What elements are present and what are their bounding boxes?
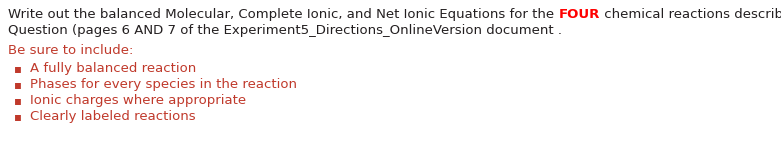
Text: ▪: ▪ [14,78,22,91]
Text: Phases for every species in the reaction: Phases for every species in the reaction [30,78,297,91]
Text: ▪: ▪ [14,110,22,123]
Text: ▪: ▪ [14,94,22,107]
Text: Write out the balanced Molecular, Complete Ionic, and Net Ionic Equations for th: Write out the balanced Molecular, Comple… [8,8,558,21]
Text: ▪: ▪ [14,62,22,75]
Text: Clearly labeled reactions: Clearly labeled reactions [30,110,195,123]
Text: FOUR: FOUR [558,8,600,21]
Text: chemical reactions described in each Post Lab: chemical reactions described in each Pos… [600,8,781,21]
Text: A fully balanced reaction: A fully balanced reaction [30,62,196,75]
Text: Be sure to include:: Be sure to include: [8,44,134,57]
Text: Ionic charges where appropriate: Ionic charges where appropriate [30,94,246,107]
Text: Question (pages 6 AND 7 of the Experiment5_Directions_OnlineVersion document .: Question (pages 6 AND 7 of the Experimen… [8,24,562,37]
